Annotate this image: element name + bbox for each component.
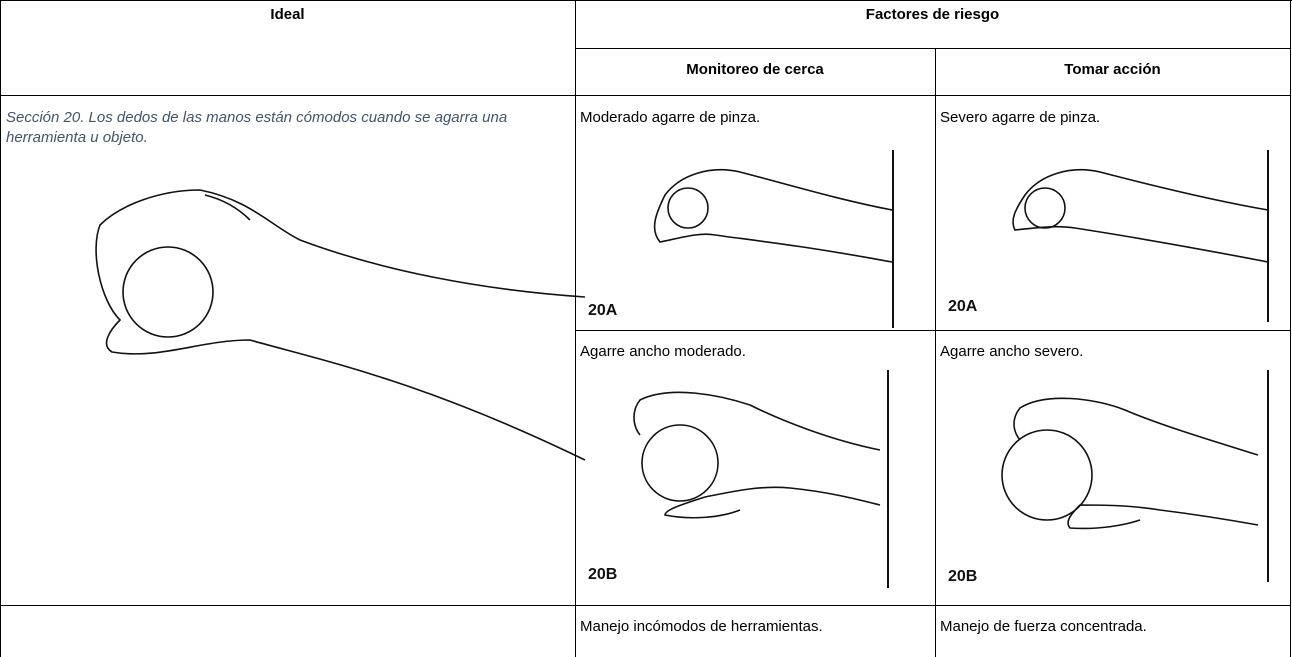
cell-text: Agarre ancho severo. <box>940 343 1084 360</box>
cell-text: Moderado agarre de pinza. <box>580 109 761 126</box>
border <box>0 605 1291 606</box>
border <box>1290 0 1291 657</box>
border <box>0 0 1 657</box>
header-cell: Factores de riesgo <box>865 6 1000 23</box>
figure-label: 20A <box>948 298 978 315</box>
cell-text: Severo agarre de pinza. <box>940 109 1101 126</box>
cell-text: Manejo incómodos de herramientas. <box>580 618 823 635</box>
border <box>0 95 1291 96</box>
cell-text: Manejo de fuerza concentrada. <box>940 618 1147 635</box>
border <box>575 0 576 657</box>
cell-text: Agarre ancho moderado. <box>580 343 746 360</box>
border <box>0 0 1292 1</box>
figure-label: 20B <box>948 568 978 585</box>
header-cell: Monitoreo de cerca <box>686 61 824 78</box>
header-cell: Tomar acción <box>1064 61 1161 78</box>
border <box>935 48 936 657</box>
figure-label: 20B <box>588 566 618 583</box>
border <box>575 48 1291 49</box>
figure-label: 20A <box>588 302 618 319</box>
border <box>575 330 1291 331</box>
header-cell: Ideal <box>270 6 305 23</box>
ideal-note: Sección 20. Los dedos de las manos están… <box>6 109 516 146</box>
